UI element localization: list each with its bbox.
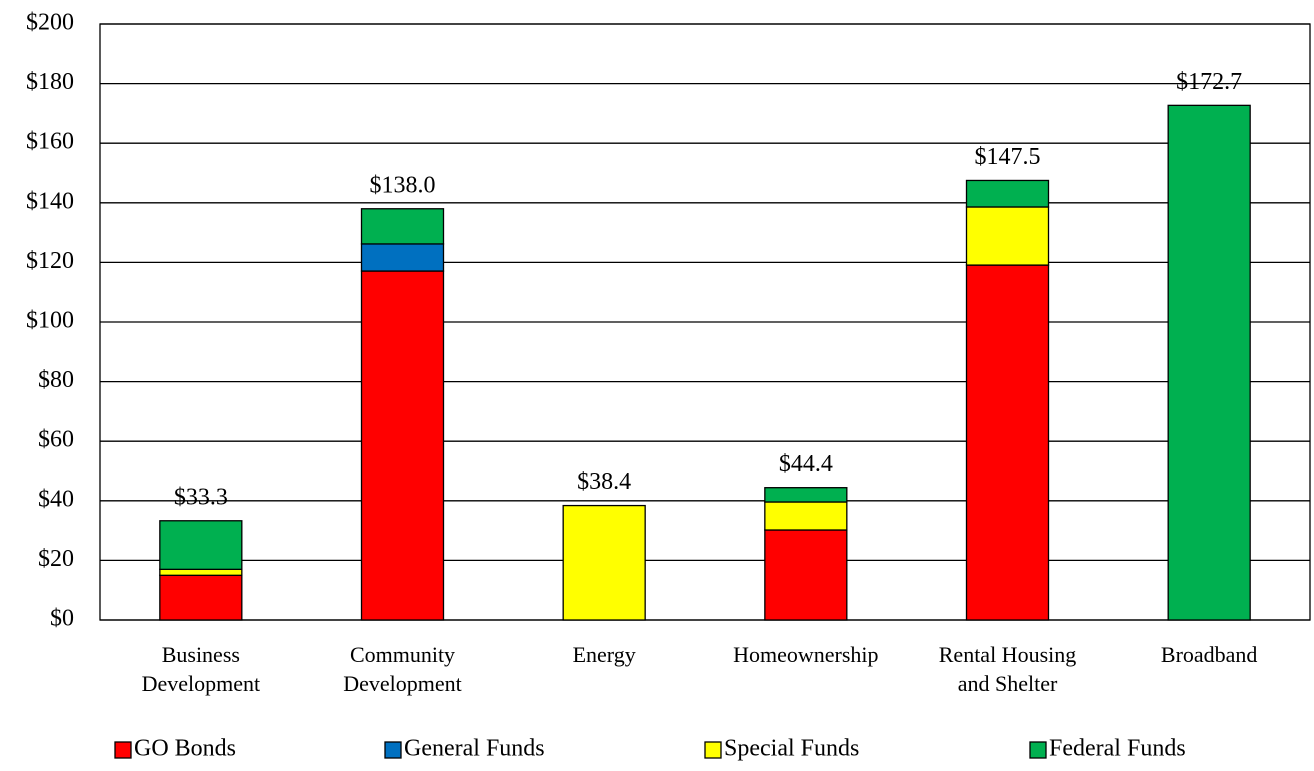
legend-label: Special Funds	[724, 736, 859, 762]
bar-segment	[360, 270, 445, 621]
plot-frame	[99, 23, 1311, 621]
x-tick-label: Broadband	[1160, 642, 1258, 667]
y-tick-label: $0	[50, 606, 74, 632]
bar-segment	[764, 529, 848, 621]
bar-segment	[159, 574, 243, 621]
legend-swatch	[384, 741, 402, 759]
total-label: $38.4	[577, 469, 631, 495]
total-label: $44.4	[779, 451, 833, 477]
bar-segment	[562, 504, 646, 621]
y-tick-label: $40	[38, 486, 74, 512]
legend-label: General Funds	[404, 736, 545, 762]
total-label: $138.0	[370, 172, 436, 198]
y-tick-label: $200	[26, 10, 74, 36]
legend-swatch	[1029, 741, 1047, 759]
legend-label: Federal Funds	[1049, 736, 1186, 762]
bar-segment	[360, 208, 445, 245]
legend-label: GO Bonds	[134, 736, 236, 762]
y-tick-label: $180	[26, 69, 74, 95]
bar-segment	[360, 243, 445, 272]
bar-segment	[1167, 104, 1251, 621]
bar-segment	[764, 501, 848, 531]
x-tick-label: Business Development	[141, 642, 261, 696]
y-tick-label: $120	[26, 248, 74, 274]
x-tick-label: Homeownership	[733, 642, 879, 667]
y-tick-label: $60	[38, 427, 74, 453]
y-tick-label: $100	[26, 308, 74, 334]
legend-swatch	[704, 741, 722, 759]
bar-segment	[159, 568, 243, 576]
bar-segment	[965, 179, 1050, 208]
bar-segment	[965, 206, 1050, 266]
total-label: $147.5	[975, 144, 1041, 170]
y-tick-label: $80	[38, 367, 74, 393]
bar-segment	[764, 487, 848, 503]
y-tick-label: $160	[26, 129, 74, 155]
y-tick-label: $20	[38, 546, 74, 572]
total-label: $33.3	[174, 484, 228, 510]
total-label: $172.7	[1176, 69, 1242, 95]
x-tick-label: Community Development	[343, 642, 462, 696]
bar-segment	[159, 520, 243, 570]
y-tick-label: $140	[26, 188, 74, 214]
x-tick-label: Energy	[572, 642, 636, 667]
bar-segment	[965, 264, 1050, 621]
x-tick-label: Rental Housing and Shelter	[938, 642, 1077, 696]
legend-swatch	[114, 741, 132, 759]
